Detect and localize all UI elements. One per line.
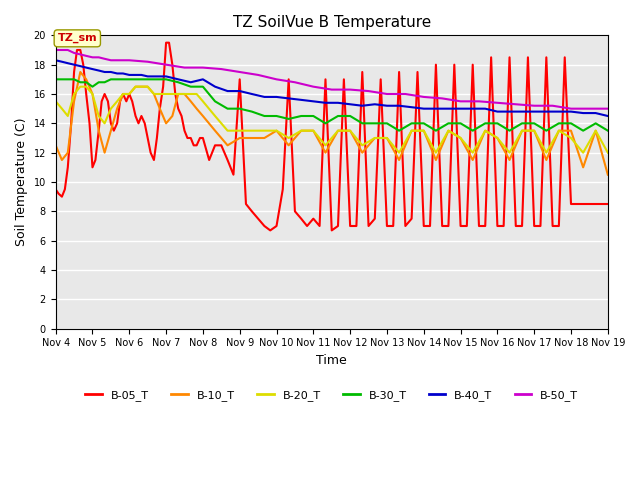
B-50_T: [199, 65, 207, 71]
B-05_T: [531, 223, 538, 229]
B-50_T: [291, 79, 299, 85]
B-50_T: [83, 53, 90, 59]
B-05_T: [604, 201, 612, 207]
B-20_T: [604, 150, 612, 156]
Line: B-40_T: B-40_T: [56, 60, 608, 116]
B-30_T: [187, 84, 195, 90]
B-05_T: [187, 135, 195, 141]
X-axis label: Time: Time: [316, 354, 347, 367]
B-50_T: [586, 106, 593, 111]
B-05_T: [132, 113, 140, 119]
B-20_T: [144, 84, 152, 90]
B-50_T: [64, 47, 72, 53]
B-50_T: [493, 100, 501, 106]
B-50_T: [144, 59, 152, 65]
B-40_T: [531, 109, 538, 115]
B-10_T: [52, 143, 60, 148]
B-40_T: [88, 66, 96, 72]
B-40_T: [132, 72, 140, 78]
B-20_T: [518, 128, 526, 133]
Line: B-10_T: B-10_T: [56, 72, 608, 175]
B-05_T: [52, 186, 60, 192]
Legend: B-05_T, B-10_T, B-20_T, B-30_T, B-40_T, B-50_T: B-05_T, B-10_T, B-20_T, B-30_T, B-40_T, …: [81, 385, 582, 405]
B-10_T: [432, 157, 440, 163]
B-50_T: [218, 66, 225, 72]
B-50_T: [254, 72, 262, 78]
B-10_T: [76, 69, 84, 75]
B-50_T: [76, 51, 84, 57]
B-10_T: [138, 84, 145, 90]
B-50_T: [95, 54, 102, 60]
B-50_T: [567, 106, 575, 111]
B-50_T: [457, 98, 465, 104]
B-40_T: [52, 58, 60, 63]
B-30_T: [113, 76, 121, 82]
B-40_T: [187, 79, 195, 85]
B-50_T: [70, 50, 78, 56]
B-05_T: [266, 228, 274, 233]
Text: TZ_sm: TZ_sm: [58, 33, 97, 44]
B-50_T: [113, 58, 121, 63]
B-50_T: [88, 54, 96, 60]
B-50_T: [100, 56, 108, 62]
B-50_T: [548, 103, 556, 108]
B-40_T: [604, 113, 612, 119]
B-30_T: [396, 128, 403, 133]
B-50_T: [512, 101, 520, 107]
B-50_T: [531, 103, 538, 108]
B-50_T: [420, 94, 428, 100]
B-50_T: [328, 87, 335, 93]
B-10_T: [383, 135, 391, 141]
B-50_T: [236, 69, 244, 75]
B-50_T: [52, 47, 60, 53]
B-30_T: [543, 128, 550, 133]
B-40_T: [592, 110, 600, 116]
B-50_T: [58, 47, 66, 53]
B-50_T: [125, 58, 133, 63]
Line: B-05_T: B-05_T: [56, 43, 608, 230]
B-50_T: [163, 62, 170, 68]
B-05_T: [340, 76, 348, 82]
B-50_T: [107, 58, 115, 63]
B-20_T: [396, 150, 403, 156]
B-40_T: [113, 71, 121, 76]
B-50_T: [383, 91, 391, 97]
B-50_T: [475, 98, 483, 104]
B-50_T: [273, 76, 280, 82]
Line: B-50_T: B-50_T: [56, 50, 608, 108]
B-20_T: [76, 84, 84, 90]
B-50_T: [438, 96, 446, 101]
Line: B-30_T: B-30_T: [56, 79, 608, 131]
B-10_T: [604, 172, 612, 178]
Title: TZ SoilVue B Temperature: TZ SoilVue B Temperature: [232, 15, 431, 30]
B-20_T: [383, 135, 391, 141]
B-30_T: [88, 84, 96, 90]
B-50_T: [401, 91, 409, 97]
B-10_T: [506, 157, 513, 163]
B-20_T: [579, 150, 587, 156]
B-20_T: [138, 84, 145, 90]
B-30_T: [604, 128, 612, 133]
B-05_T: [98, 98, 106, 104]
B-50_T: [180, 65, 188, 71]
B-50_T: [365, 88, 372, 94]
B-05_T: [168, 62, 176, 68]
B-10_T: [579, 165, 587, 170]
B-50_T: [310, 84, 317, 90]
B-30_T: [592, 120, 600, 126]
B-20_T: [52, 98, 60, 104]
B-50_T: [604, 106, 612, 111]
B-10_T: [144, 84, 152, 90]
Line: B-20_T: B-20_T: [56, 87, 608, 153]
B-20_T: [445, 128, 452, 133]
B-30_T: [132, 76, 140, 82]
B-30_T: [52, 76, 60, 82]
Y-axis label: Soil Temperature (C): Soil Temperature (C): [15, 118, 28, 246]
B-05_T: [163, 40, 170, 46]
B-50_T: [346, 87, 354, 93]
B-50_T: [119, 58, 127, 63]
